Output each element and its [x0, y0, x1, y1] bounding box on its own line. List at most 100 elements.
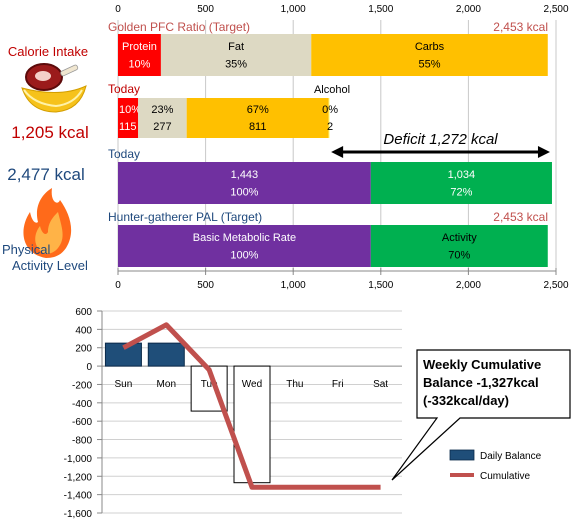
day-label: Mon [157, 379, 176, 390]
activity-title-line1: Physical [2, 242, 51, 257]
calorie-intake-value: 1,205 kcal [11, 123, 89, 142]
day-label: Thu [286, 379, 303, 390]
cumulative-line [122, 322, 381, 490]
top-x-tick-label-bottom: 0 [115, 280, 121, 291]
day-label: Sat [373, 379, 388, 390]
row-segment-bar [160, 34, 312, 76]
alcohol-label: Alcohol [314, 84, 350, 96]
deficit-annotation: Deficit 1,272 kcal [331, 131, 550, 158]
day-label: Tue [201, 379, 218, 390]
segment-sublabel: 72% [450, 187, 472, 199]
row-header: Golden PFC Ratio (Target) [108, 20, 250, 34]
row-segment-bar [118, 98, 139, 138]
activity-level-value: 2,477 kcal [7, 165, 85, 184]
day-label: Wed [242, 379, 262, 390]
top-x-tick-label-top: 2,000 [456, 4, 481, 15]
meat-and-banana-icon [21, 63, 87, 113]
top-x-tick-label-bottom: 2,000 [456, 280, 481, 291]
bottom-y-tick-label: -1,600 [64, 509, 93, 520]
bottom-legend: Daily Balance Cumulative [449, 449, 542, 482]
bottom-chart-day-labels: Sun Mon Tue Wed Thu Fri Sat [115, 379, 389, 390]
top-x-tick-label-bottom: 1,500 [368, 280, 393, 291]
row-total-label: 2,453 kcal [493, 210, 548, 224]
bottom-y-tick-label: -400 [72, 399, 92, 410]
deficit-arrow-left-head [331, 146, 344, 158]
bottom-y-tick-label: -800 [72, 436, 92, 447]
segment-sublabel: 100% [230, 187, 258, 199]
top-x-tick-label-bottom: 1,000 [281, 280, 306, 291]
segment-sublabel: 115 [119, 121, 137, 133]
bottom-chart-y-ticks: 600 400 200 0 -200 -400 -600 -800 -1,000 -1,200 -1… [64, 307, 402, 520]
segment-label: Basic Metabolic Rate [193, 232, 296, 244]
daily-balance-bar [233, 365, 271, 484]
callout-box [391, 349, 571, 481]
segment-label: Activity [442, 232, 477, 244]
row-header: Today [108, 82, 140, 96]
daily-balance-bars [104, 342, 271, 484]
row-segment-bar [118, 225, 371, 267]
row-segment-bar [118, 34, 161, 76]
row-segment-bar [186, 98, 329, 138]
top-x-tick-label-bottom: 500 [197, 280, 214, 291]
row-header: Today [108, 147, 140, 161]
bottom-y-tick-label: -600 [72, 417, 92, 428]
activity-title-line2: Activity Level [12, 258, 88, 273]
row-segment-bar [328, 98, 330, 138]
calorie-intake-title: Calorie Intake [8, 44, 88, 59]
day-label: Fri [332, 379, 344, 390]
segment-label: 0% [322, 104, 338, 116]
top-x-tick-label-bottom: 2,500 [543, 280, 568, 291]
segment-sublabel: 277 [153, 121, 171, 133]
row-segment-bar [370, 225, 548, 267]
segment-label: 10% [119, 104, 141, 116]
row-segment-bar [311, 34, 548, 76]
deficit-label: Deficit 1,272 kcal [383, 131, 498, 148]
bottom-y-tick-label: 0 [86, 362, 92, 373]
segment-sublabel: 2 [327, 121, 333, 133]
deficit-arrow-right-head [537, 146, 550, 158]
segment-label: 23% [151, 104, 173, 116]
segment-sublabel: 35% [225, 59, 247, 71]
segment-label: Protein [122, 41, 157, 53]
top-x-tick-label-top: 0 [115, 4, 121, 15]
segment-label: 1,034 [448, 169, 476, 181]
day-label: Sun [115, 379, 133, 390]
callout-line2: Balance -1,327kcal [423, 375, 539, 390]
row-header: Hunter-gatherer PAL (Target) [108, 210, 262, 224]
weekly-balance-chart: 600 400 200 0 -200 -400 -600 -800 -1,000 -1,200 -1… [64, 307, 571, 520]
top-chart-x-ticks: 0 0 500 500 1,000 1,000 1,500 1,500 2,000 2,000 2,… [115, 4, 569, 291]
legend-cumulative: Cumulative [480, 471, 530, 482]
bottom-y-tick-label: -200 [72, 380, 92, 391]
top-x-tick-label-top: 1,000 [281, 4, 306, 15]
segment-label: Fat [228, 41, 244, 53]
top-x-tick-label-top: 500 [197, 4, 214, 15]
row-segment-bar [370, 162, 552, 204]
segment-sublabel: 10% [128, 59, 150, 71]
daily-balance-bar [147, 342, 185, 367]
segment-label: Carbs [415, 41, 445, 53]
bottom-y-tick-label: 200 [75, 344, 92, 355]
bottom-y-tick-label: 600 [75, 307, 92, 318]
row-total-label: 2,453 kcal [493, 20, 548, 34]
energy-balance-bar-chart: 0 0 500 500 1,000 1,000 1,500 1,500 2,000 2,000 2,… [108, 4, 569, 291]
row-segment-bar [118, 162, 371, 204]
segment-sublabel: 811 [249, 121, 267, 133]
row-segment-bar [138, 98, 187, 138]
daily-balance-bar [104, 342, 142, 367]
segment-label: 1,443 [231, 169, 259, 181]
legend-daily-balance: Daily Balance [480, 451, 542, 462]
segment-sublabel: 55% [418, 59, 440, 71]
bottom-y-tick-label: -1,000 [64, 454, 93, 465]
bottom-y-tick-label: -1,200 [64, 472, 93, 483]
flame-icon [23, 188, 72, 258]
callout-line1: Weekly Cumulative [423, 357, 541, 372]
segment-label: 67% [247, 104, 269, 116]
top-x-tick-label-top: 1,500 [368, 4, 393, 15]
segment-sublabel: 100% [230, 250, 258, 262]
legend-bar-swatch [449, 449, 475, 461]
bottom-y-tick-label: -1,400 [64, 491, 93, 502]
left-panel: Calorie Intake 1,205 kcal 2,477 kcal Phy… [2, 44, 89, 273]
top-chart-rows: Golden PFC Ratio (Target) 2,453 kcal Prote… [108, 20, 552, 267]
weekly-callout: Weekly Cumulative Balance -1,327kcal (-3… [391, 349, 571, 481]
